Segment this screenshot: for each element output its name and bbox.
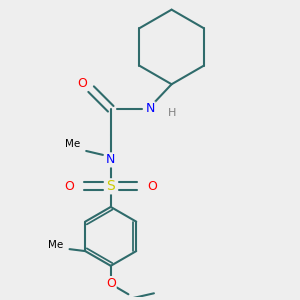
Text: N: N xyxy=(106,153,116,166)
Text: H: H xyxy=(167,108,176,118)
Text: O: O xyxy=(64,180,74,193)
Text: O: O xyxy=(77,77,87,90)
Text: O: O xyxy=(106,277,116,290)
Text: N: N xyxy=(145,102,155,115)
Text: S: S xyxy=(106,179,115,193)
Text: Me: Me xyxy=(48,240,63,250)
Text: O: O xyxy=(147,180,157,193)
Text: Me: Me xyxy=(65,139,80,149)
